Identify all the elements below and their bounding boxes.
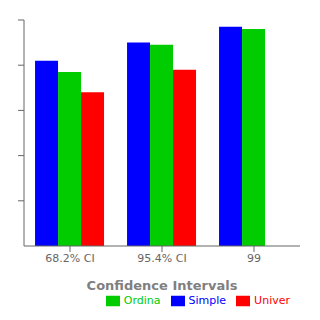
html-text:Simple: Simple <box>188 294 227 307</box>
svg-text:95.4% CI: 95.4% CI <box>137 252 186 265</box>
svg-text:99: 99 <box>247 252 261 265</box>
html-text:Ordina: Ordina <box>123 294 161 307</box>
html-text:Univer: Univer <box>254 294 290 307</box>
svg-text:Confidence Intervals: Confidence Intervals <box>87 278 238 293</box>
svg-text:68.2% CI: 68.2% CI <box>45 252 94 265</box>
